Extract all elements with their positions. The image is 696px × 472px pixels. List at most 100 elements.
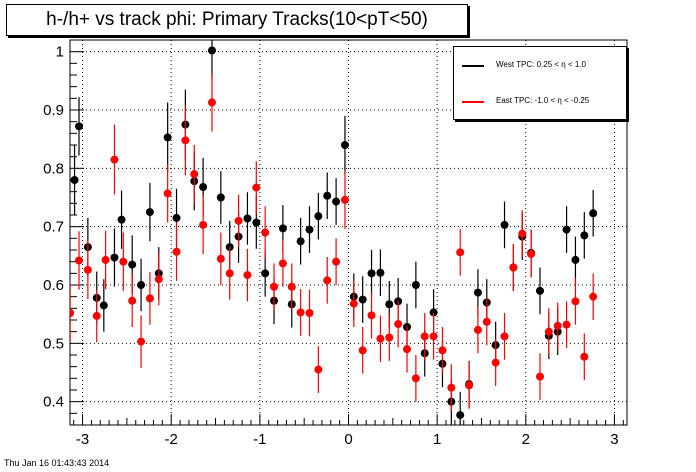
y-tick-label: 0.8 (43, 160, 64, 177)
y-tick-label: 0.5 (43, 335, 64, 352)
data-point (509, 263, 518, 272)
data-point (296, 237, 305, 246)
data-point (154, 275, 163, 284)
x-tick-label: -3 (76, 431, 89, 448)
data-point (465, 381, 474, 390)
data-point (207, 46, 216, 55)
data-point (420, 332, 429, 341)
data-point (491, 358, 500, 367)
legend-marker-west (462, 65, 484, 67)
axes: -3 -2 -1 0 1 2 3 0.4 0.5 0.6 0.7 0.8 0.9 1 (43, 39, 628, 448)
data-point (225, 269, 234, 278)
data-point (207, 98, 216, 107)
data-point (75, 122, 84, 131)
data-point (518, 229, 527, 238)
data-point (163, 189, 172, 198)
y-tick-label: 0.7 (43, 219, 64, 236)
data-point (181, 136, 190, 145)
data-point (145, 294, 154, 303)
data-point (163, 133, 172, 142)
data-point (571, 255, 580, 264)
y-tick-label: 0.6 (43, 277, 64, 294)
data-point (358, 295, 367, 304)
y-tick-label: 0.9 (43, 102, 64, 119)
data-point (367, 269, 376, 278)
data-point (92, 311, 101, 320)
data-point (190, 170, 199, 179)
data-point (99, 301, 108, 310)
data-point (172, 247, 181, 256)
data-point (580, 231, 589, 240)
legend-entry-west: West TPC: 0.25 < η < 1.0 (454, 59, 626, 73)
data-point (234, 216, 243, 225)
x-tick-label: 0 (344, 431, 352, 448)
data-point (456, 248, 465, 257)
data-point (128, 296, 137, 305)
data-point (75, 256, 84, 265)
x-tick-label: -2 (165, 431, 178, 448)
data-point (589, 292, 598, 301)
data-point (535, 372, 544, 381)
data-point (332, 197, 341, 206)
data-point (296, 308, 305, 317)
data-point (403, 345, 412, 354)
data-point (340, 195, 349, 204)
data-point (314, 212, 323, 221)
data-point (367, 311, 376, 320)
data-point (447, 383, 456, 392)
data-point (385, 300, 394, 309)
data-point (553, 321, 562, 330)
data-point (429, 332, 438, 341)
data-point (580, 352, 589, 361)
chart-title: h-/h+ vs track phi: Primary Tracks(10<pT… (6, 4, 468, 36)
data-point (216, 193, 225, 202)
data-point (429, 308, 438, 317)
data-point (376, 268, 385, 277)
legend-entry-east: East TPC: -1.0 < η < -0.25 (454, 95, 626, 109)
data-point (358, 346, 367, 355)
data-point (385, 333, 394, 342)
data-point (199, 183, 208, 191)
data-point (199, 220, 208, 229)
data-point (571, 297, 580, 306)
data-point (500, 332, 509, 341)
data-point (411, 374, 420, 383)
data-point (438, 346, 447, 355)
data-point (83, 265, 92, 274)
data-point (456, 411, 465, 420)
x-tick-label: 2 (522, 431, 530, 448)
data-point (110, 253, 119, 262)
data-point (110, 155, 119, 164)
data-point (562, 225, 571, 234)
data-point (278, 224, 287, 233)
x-tick-label: 3 (610, 431, 618, 448)
data-point (261, 228, 270, 237)
series-0 (70, 40, 598, 425)
x-tick-label: 1 (433, 431, 441, 448)
data-point (394, 320, 403, 329)
legend-label-east: East TPC: -1.0 < η < -0.25 (496, 96, 590, 105)
data-point (340, 141, 349, 149)
data-point (70, 309, 75, 317)
data-point (305, 225, 314, 234)
data-point (287, 282, 296, 291)
data-point (137, 337, 146, 346)
data-point (101, 255, 110, 264)
series-1 (70, 73, 598, 411)
data-point (119, 257, 128, 266)
data-point (172, 213, 181, 222)
data-point (500, 220, 509, 229)
data-point (70, 176, 79, 184)
data-point (589, 209, 598, 218)
data-point (252, 218, 261, 227)
data-point (314, 365, 323, 374)
y-tick-label: 1 (56, 44, 64, 61)
data-point (376, 334, 385, 343)
data-point (252, 183, 261, 192)
data-point (243, 271, 252, 280)
data-point (117, 215, 126, 224)
data-point (145, 208, 154, 217)
timestamp: Thu Jan 16 01:43:43 2014 (4, 458, 110, 468)
data-point (411, 281, 420, 289)
